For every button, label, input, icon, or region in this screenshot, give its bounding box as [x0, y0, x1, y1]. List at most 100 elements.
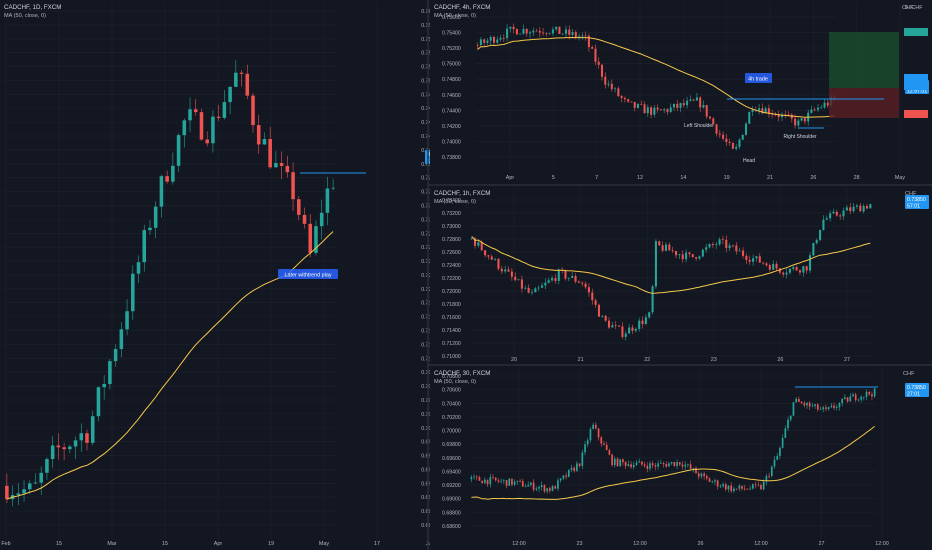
- candle-body: [551, 486, 554, 491]
- candle-body: [512, 26, 515, 30]
- candle-body: [731, 245, 735, 247]
- candle-body: [125, 311, 129, 330]
- candle-body: [524, 486, 527, 488]
- candle-body: [567, 469, 570, 477]
- candle-body: [540, 285, 544, 288]
- candle-body: [780, 114, 784, 118]
- candle-body: [308, 223, 313, 253]
- candle-body: [692, 468, 695, 469]
- candle-body: [646, 107, 649, 114]
- axis-price-tag: [904, 110, 928, 118]
- candle-body: [862, 396, 865, 398]
- candle-body: [616, 458, 619, 467]
- y-axis-tick: 0.74200: [442, 124, 461, 130]
- candle-body: [576, 463, 578, 471]
- y-axis-tick: 0.75400: [442, 31, 461, 37]
- candle-body: [515, 29, 518, 35]
- candle-body: [651, 286, 654, 313]
- m30-chart-panel: 0.70800 0.70600 0.70400 0.70200 0.70000 0.698…: [430, 0, 932, 550]
- moving-average-line: [471, 426, 875, 500]
- y-axis-tick: 0.75600: [442, 15, 461, 21]
- candle-body: [718, 239, 721, 245]
- candle-body: [131, 273, 135, 312]
- candle-body: [517, 279, 520, 281]
- candle-body: [641, 320, 644, 325]
- candle-body: [561, 33, 564, 35]
- candle-body: [119, 329, 124, 350]
- x-axis-tick: 26: [777, 357, 783, 363]
- price-tag-box: [905, 383, 929, 397]
- candle-body: [508, 478, 511, 486]
- candle-body: [205, 139, 209, 144]
- candle-body: [85, 433, 89, 443]
- candle-body: [635, 462, 638, 465]
- y-axis-tick: 0.71400: [442, 328, 461, 334]
- candle-body: [832, 211, 835, 214]
- candle-body: [479, 39, 482, 46]
- candle-body: [835, 407, 838, 409]
- candle-body: [643, 104, 646, 114]
- candle-body: [760, 484, 762, 490]
- candle-body: [595, 424, 597, 429]
- candle-body: [549, 488, 551, 491]
- head-label: Head: [743, 158, 755, 164]
- candle-body: [800, 401, 803, 404]
- candle-body: [819, 229, 822, 241]
- y-axis-tick: 0.69600: [442, 456, 461, 462]
- x-axis-tick: 12:00: [754, 541, 768, 547]
- right-axis-tick: 0.74500: [906, 0, 925, 2]
- candle-body: [767, 108, 770, 114]
- candle-body: [136, 262, 141, 274]
- candle-body: [715, 244, 718, 246]
- candle-body: [748, 259, 751, 262]
- candle-body: [497, 258, 500, 269]
- candle-body: [744, 123, 748, 135]
- candle-body: [50, 445, 55, 460]
- candle-body: [490, 256, 493, 260]
- candle-body: [535, 488, 538, 490]
- candle-body: [554, 486, 557, 489]
- candle-body: [571, 32, 574, 35]
- candle-body: [624, 461, 627, 466]
- candle-body: [752, 484, 754, 489]
- candle-body: [784, 428, 787, 438]
- y-axis-tick: 0.69800: [442, 442, 461, 448]
- candle-body: [544, 282, 547, 286]
- candle-body: [475, 476, 478, 478]
- candle-body: [728, 245, 731, 249]
- candle-body: [662, 463, 665, 465]
- candle-body: [496, 39, 499, 43]
- x-axis-tick: 26: [810, 175, 816, 181]
- price-tag-time: 57:01: [907, 204, 920, 210]
- candle-body: [108, 361, 112, 385]
- candle-body: [659, 463, 662, 464]
- candle-body: [470, 238, 473, 240]
- candle-body: [758, 108, 761, 111]
- candle-body: [869, 204, 872, 209]
- chart-title: CADCHF, 30, FXCM: [434, 370, 490, 377]
- candle-body: [571, 276, 574, 278]
- candle-body: [781, 437, 784, 448]
- candle-body: [319, 212, 324, 227]
- candle-body: [142, 230, 147, 263]
- candle-body: [792, 402, 795, 416]
- candle-body: [725, 239, 728, 249]
- x-axis-tick: 15: [56, 541, 62, 547]
- candle-body: [844, 397, 846, 399]
- candle-body: [62, 447, 66, 450]
- candle-body: [33, 482, 38, 484]
- candle-body: [810, 109, 813, 113]
- candle-body: [607, 320, 611, 328]
- candle-body: [527, 287, 530, 293]
- candle-body: [668, 463, 670, 467]
- candle-body: [591, 47, 594, 49]
- candle-body: [674, 251, 678, 256]
- y-axis-tick: 0.70000: [442, 429, 461, 435]
- candle-body: [279, 163, 284, 166]
- candle-body: [478, 477, 481, 481]
- price-tag-price: 0.73850: [907, 197, 926, 203]
- candle-body: [530, 292, 534, 293]
- right-axis-tick: 0.73500: [906, 0, 925, 2]
- x-axis-tick: 12:00: [633, 541, 647, 547]
- candle-body: [784, 114, 787, 116]
